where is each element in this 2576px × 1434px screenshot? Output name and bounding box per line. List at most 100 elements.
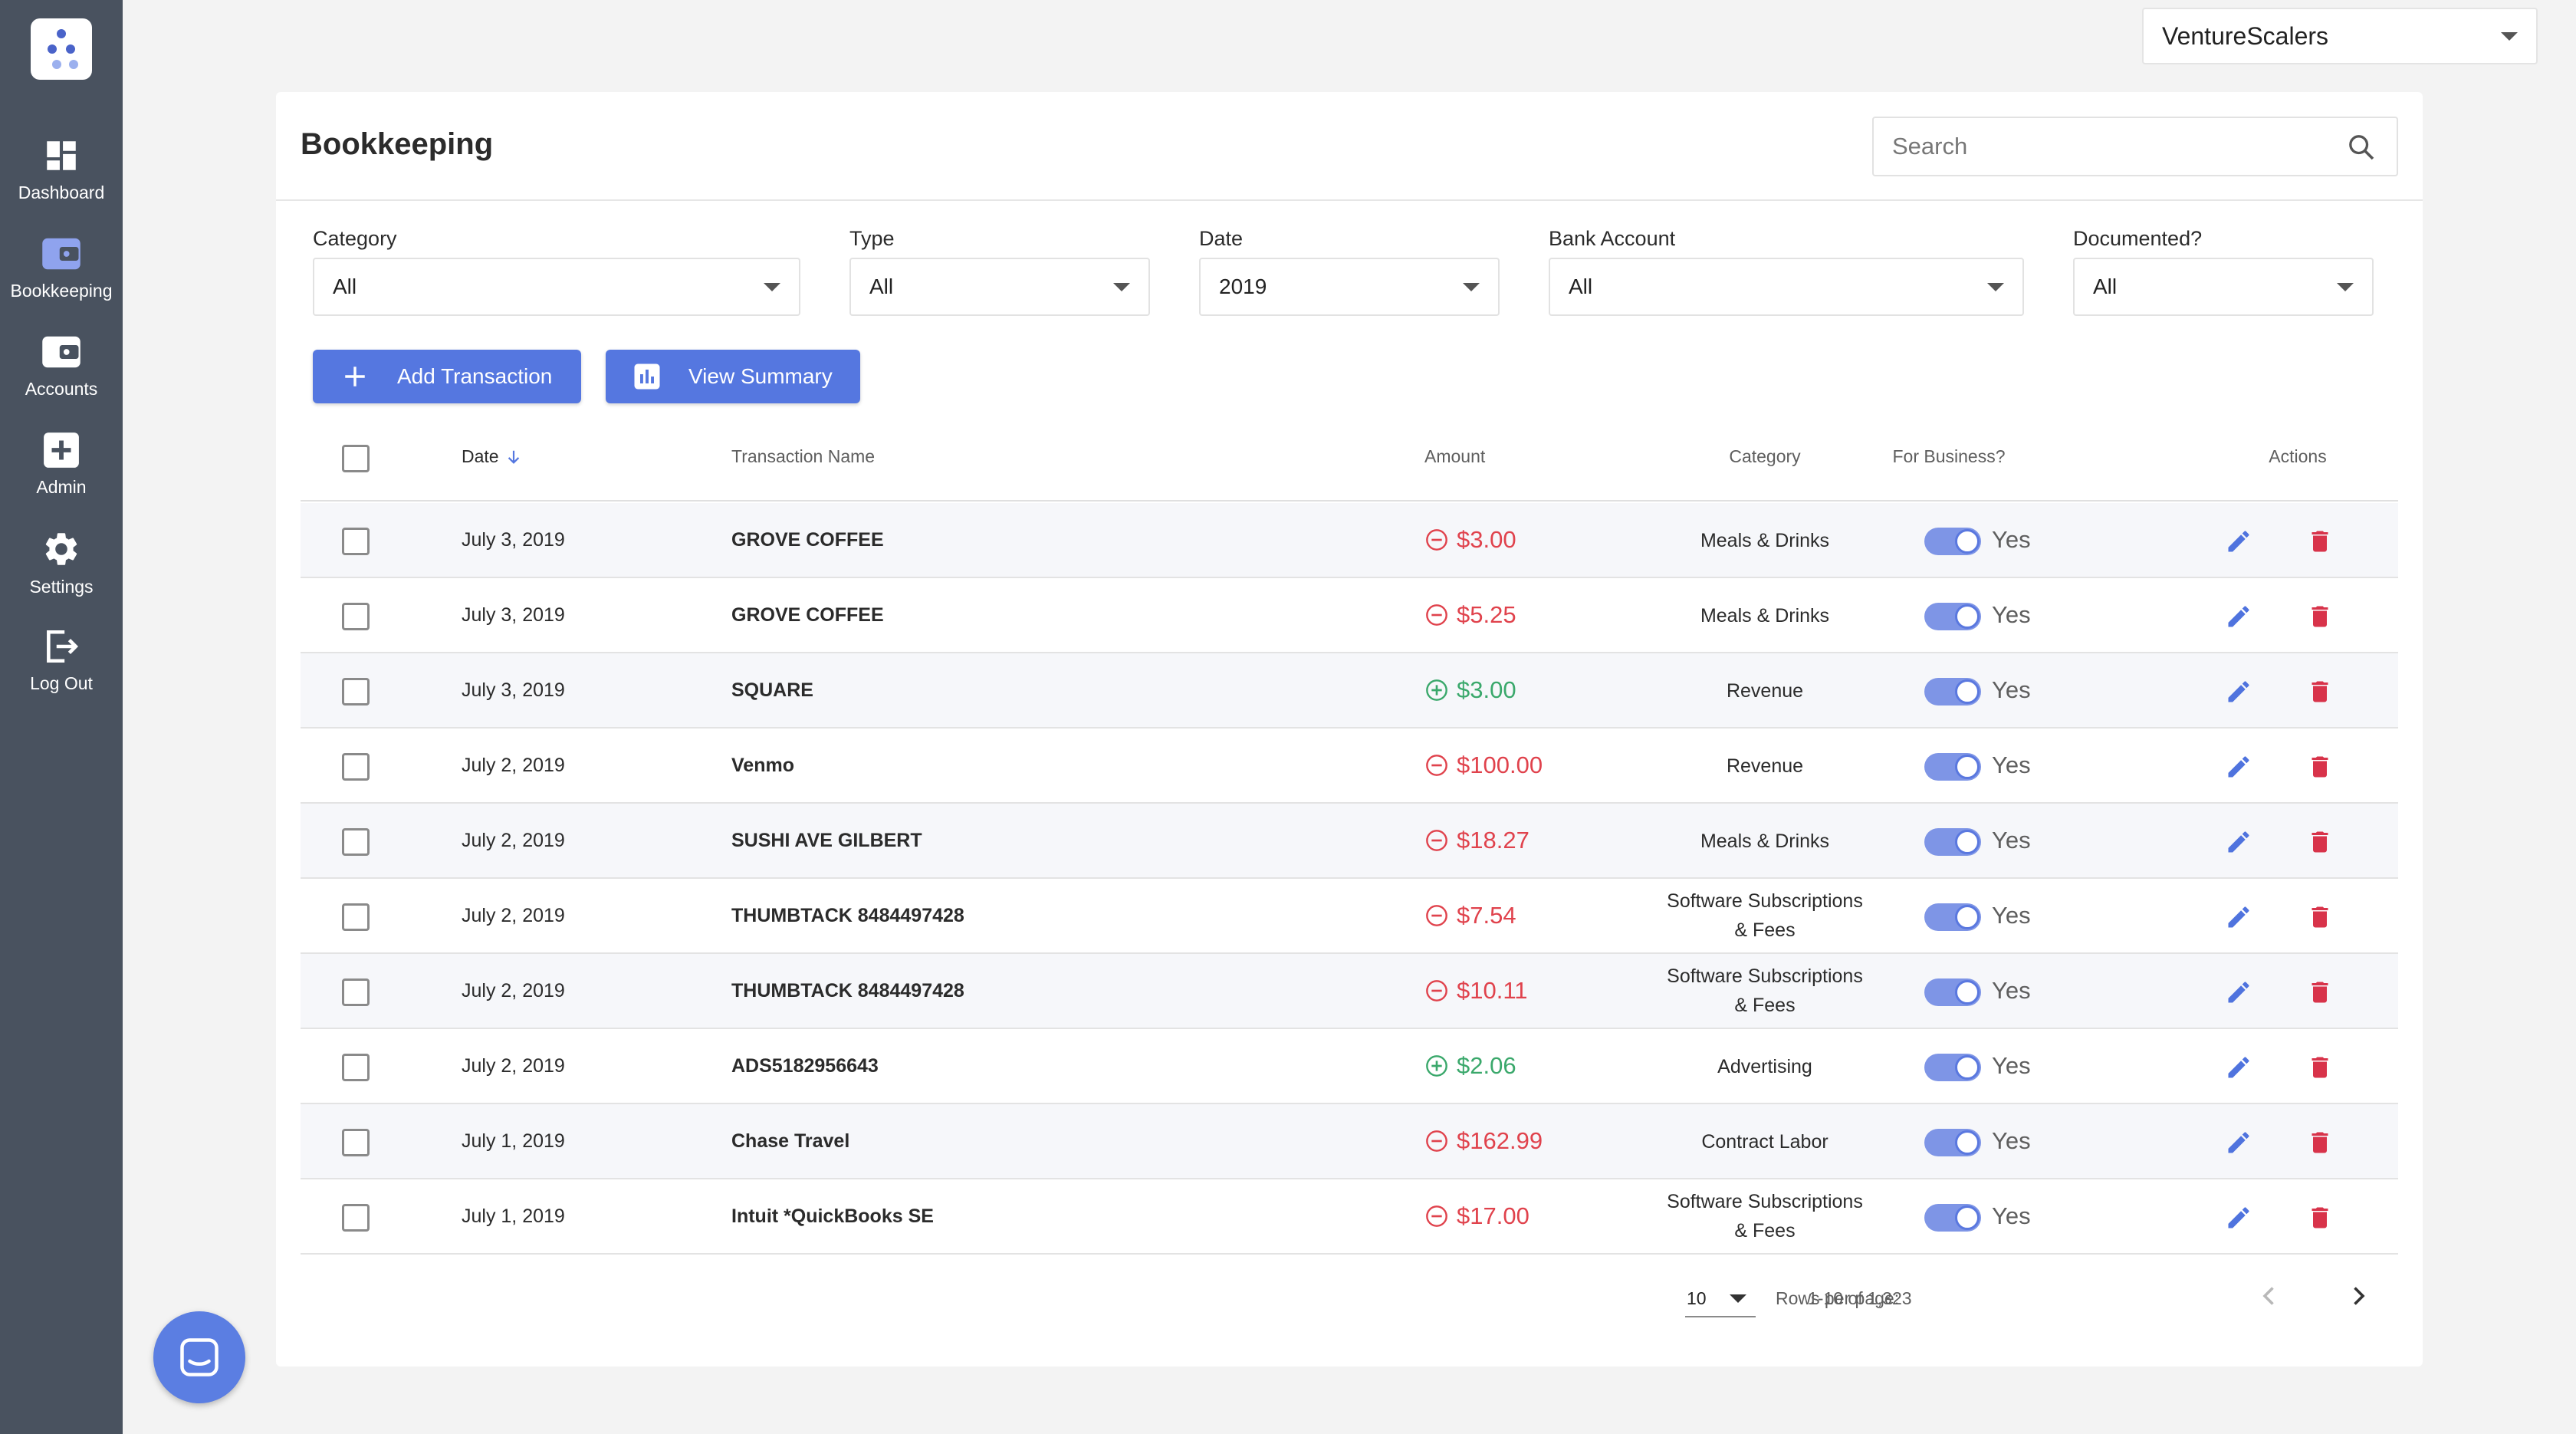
transaction-date: July 3, 2019 — [462, 679, 565, 701]
minus-circle-icon — [1426, 529, 1447, 551]
view-summary-label: View Summary — [688, 364, 833, 388]
table-row[interactable]: July 2, 2019 THUMBTACK 8484497428 $7.54 Sof… — [301, 879, 2398, 954]
delete-trash-icon[interactable] — [2306, 828, 2334, 856]
filter-documented-select[interactable]: All — [2073, 258, 2374, 316]
row-checkbox[interactable] — [342, 678, 370, 705]
row-checkbox[interactable] — [342, 1204, 370, 1232]
for-business-toggle[interactable] — [1924, 1129, 1981, 1156]
search-input[interactable] — [1892, 129, 2321, 164]
transaction-category: Meals & Drinks — [1581, 601, 1949, 630]
for-business-toggle[interactable] — [1924, 753, 1981, 781]
logo-dot — [66, 44, 75, 54]
delete-trash-icon[interactable] — [2306, 678, 2334, 705]
transaction-category: Revenue — [1581, 752, 1949, 781]
edit-pencil-icon[interactable] — [2225, 1129, 2252, 1156]
for-business-toggle[interactable] — [1924, 903, 1981, 931]
column-header-amount[interactable]: Amount — [1424, 446, 1486, 466]
row-checkbox[interactable] — [342, 1054, 370, 1081]
app-logo[interactable] — [31, 18, 92, 80]
workspace-select[interactable]: VentureScalers — [2142, 8, 2538, 64]
delete-trash-icon[interactable] — [2306, 1054, 2334, 1081]
transaction-amount: $100.00 — [1424, 752, 1543, 779]
sidebar-item-label: Settings — [29, 577, 94, 597]
for-business-toggle[interactable] — [1924, 678, 1981, 705]
filter-label-type: Type — [849, 227, 895, 250]
row-checkbox[interactable] — [342, 903, 370, 931]
previous-page-button[interactable] — [2256, 1282, 2283, 1310]
category-text: Meals & Drinks — [1700, 830, 1830, 852]
for-business-toggle[interactable] — [1924, 978, 1981, 1006]
for-business-toggle[interactable] — [1924, 528, 1981, 555]
sidebar-item-bookkeeping[interactable]: Bookkeeping — [0, 235, 123, 319]
next-page-button[interactable] — [2344, 1282, 2372, 1310]
column-header-date[interactable]: Date — [462, 446, 522, 467]
table-row[interactable]: July 3, 2019 SQUARE $3.00 Revenue Yes — [301, 653, 2398, 729]
table-row[interactable]: July 3, 2019 GROVE COFFEE $3.00 Meals & Dri… — [301, 503, 2398, 578]
table-row[interactable]: July 2, 2019 ADS5182956643 $2.06 Advertisin… — [301, 1029, 2398, 1104]
toggle-knob — [1955, 1130, 1980, 1155]
delete-trash-icon[interactable] — [2306, 903, 2334, 931]
rows-per-page-select[interactable]: 10 — [1685, 1279, 1756, 1317]
filter-date-select[interactable]: 2019 — [1199, 258, 1500, 316]
filter-label-category: Category — [313, 227, 397, 250]
sidebar-item-admin[interactable]: Admin — [0, 431, 123, 515]
sidebar-item-settings[interactable]: Settings — [0, 529, 123, 613]
edit-pencil-icon[interactable] — [2225, 903, 2252, 931]
sidebar-item-accounts[interactable]: Accounts — [0, 333, 123, 417]
delete-trash-icon[interactable] — [2306, 978, 2334, 1006]
edit-pencil-icon[interactable] — [2225, 978, 2252, 1006]
add-transaction-button[interactable]: Add Transaction — [313, 350, 581, 403]
table-row[interactable]: July 2, 2019 SUSHI AVE GILBERT $18.27 Meals… — [301, 804, 2398, 879]
transaction-amount: $7.54 — [1424, 902, 1516, 929]
filter-category-select[interactable]: All — [313, 258, 800, 316]
edit-pencil-icon[interactable] — [2225, 1054, 2252, 1081]
amount-value: $3.00 — [1457, 526, 1516, 553]
for-business-toggle[interactable] — [1924, 1054, 1981, 1081]
for-business-label: Yes — [1992, 601, 2031, 628]
filter-type-select[interactable]: All — [849, 258, 1150, 316]
table-row[interactable]: July 2, 2019 Venmo $100.00 Revenue Yes — [301, 729, 2398, 804]
delete-trash-icon[interactable] — [2306, 1204, 2334, 1232]
table-row[interactable]: July 1, 2019 Chase Travel $162.99 Contract … — [301, 1104, 2398, 1179]
table-row[interactable]: July 2, 2019 THUMBTACK 8484497428 $10.11 So… — [301, 954, 2398, 1029]
for-business-toggle[interactable] — [1924, 1204, 1981, 1232]
search-icon[interactable] — [2346, 132, 2377, 163]
wallet-icon — [42, 336, 80, 368]
chat-launcher-button[interactable] — [153, 1311, 245, 1403]
sidebar-item-dashboard[interactable]: Dashboard — [0, 136, 123, 221]
filter-bank-account-select[interactable]: All — [1549, 258, 2024, 316]
delete-trash-icon[interactable] — [2306, 603, 2334, 630]
transaction-name: Intuit *QuickBooks SE — [731, 1205, 934, 1227]
row-checkbox[interactable] — [342, 978, 370, 1006]
table-header: Date Transaction Name Amount Category Fo… — [301, 413, 2398, 502]
sidebar-item-logout[interactable]: Log Out — [0, 627, 123, 712]
delete-trash-icon[interactable] — [2306, 528, 2334, 555]
edit-pencil-icon[interactable] — [2225, 603, 2252, 630]
row-checkbox[interactable] — [342, 753, 370, 781]
category-text: Software Subscriptions — [1667, 1191, 1863, 1212]
edit-pencil-icon[interactable] — [2225, 753, 2252, 781]
delete-trash-icon[interactable] — [2306, 753, 2334, 781]
column-header-transaction-name[interactable]: Transaction Name — [731, 446, 876, 466]
row-checkbox[interactable] — [342, 528, 370, 555]
view-summary-button[interactable]: View Summary — [606, 350, 860, 403]
column-header-for-business[interactable]: For Business? — [1892, 446, 2006, 466]
delete-trash-icon[interactable] — [2306, 1129, 2334, 1156]
table-row[interactable]: July 3, 2019 GROVE COFFEE $5.25 Meals & Dri… — [301, 578, 2398, 653]
edit-pencil-icon[interactable] — [2225, 528, 2252, 555]
transaction-category: Meals & Drinks — [1581, 526, 1949, 555]
edit-pencil-icon[interactable] — [2225, 1204, 2252, 1232]
edit-pencil-icon[interactable] — [2225, 828, 2252, 856]
search-box[interactable] — [1872, 117, 2398, 176]
select-all-checkbox[interactable] — [342, 445, 370, 472]
row-checkbox[interactable] — [342, 828, 370, 856]
row-checkbox[interactable] — [342, 603, 370, 630]
edit-pencil-icon[interactable] — [2225, 678, 2252, 705]
for-business-toggle[interactable] — [1924, 603, 1981, 630]
filter-value: 2019 — [1219, 275, 1267, 298]
column-header-category[interactable]: Category — [1729, 446, 1801, 466]
transaction-date: July 2, 2019 — [462, 1055, 565, 1077]
for-business-toggle[interactable] — [1924, 828, 1981, 856]
table-row[interactable]: July 1, 2019 Intuit *QuickBooks SE $17.00 S… — [301, 1179, 2398, 1255]
row-checkbox[interactable] — [342, 1129, 370, 1156]
